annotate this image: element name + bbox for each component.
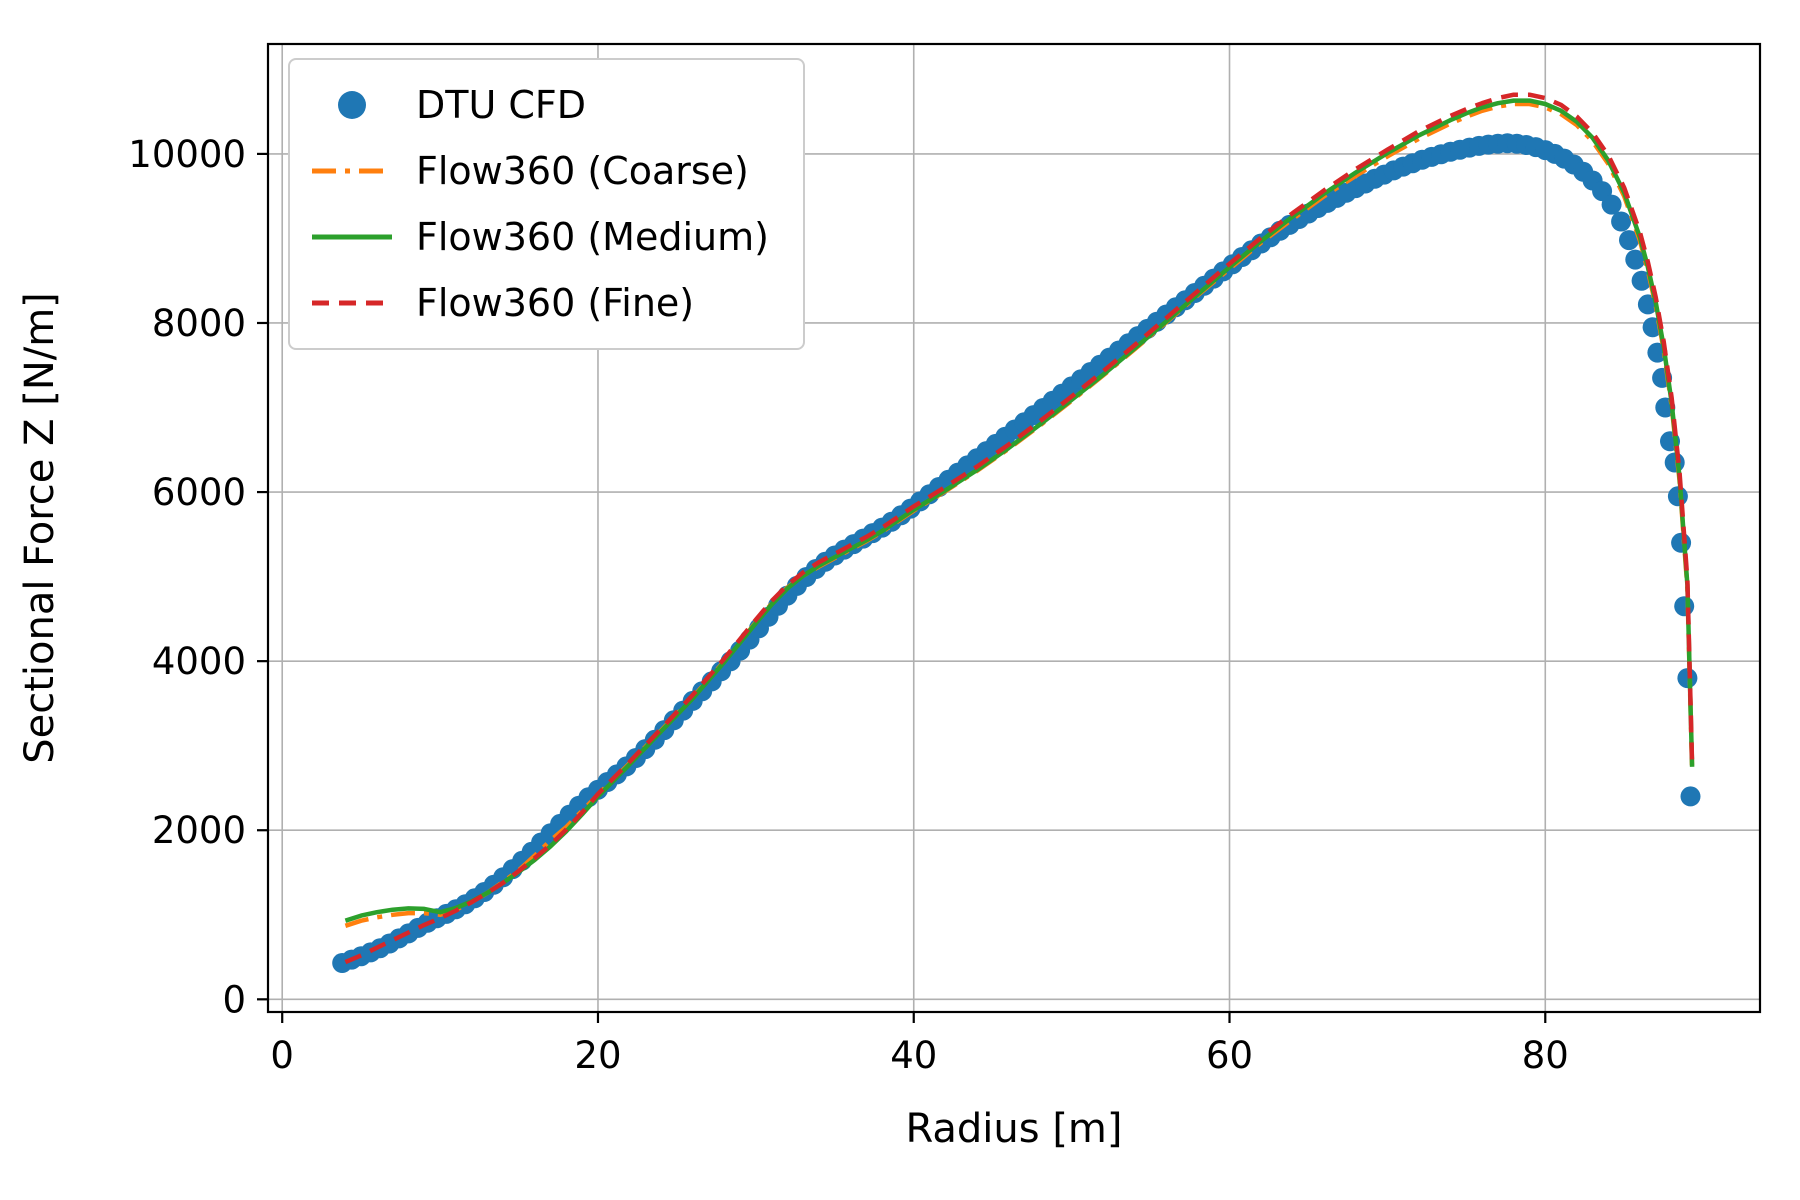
legend: DTU CFD Flow360 (Coarse) Flow360 (Medium) F… [288, 58, 805, 350]
scatter-point-dtu-cfd [1667, 486, 1688, 507]
legend-label: Flow360 (Fine) [416, 281, 695, 325]
legend-label: DTU CFD [416, 83, 587, 127]
scatter-point-dtu-cfd [1671, 532, 1692, 553]
scatter-point-dtu-cfd [1674, 596, 1695, 617]
y-tick-label: 6000 [152, 471, 246, 514]
legend-marker-flow360-fine [312, 300, 392, 306]
y-tick-label: 0 [222, 978, 246, 1021]
x-tick-label: 80 [1522, 1034, 1569, 1077]
scatter-point-dtu-cfd [1680, 786, 1701, 807]
scatter-point-dtu-cfd [1625, 249, 1646, 270]
scatter-point-dtu-cfd [1619, 230, 1639, 251]
y-tick-label: 2000 [152, 809, 246, 852]
y-tick-label: 8000 [152, 302, 246, 345]
legend-marker-flow360-medium [312, 234, 392, 240]
y-tick-label: 10000 [128, 133, 246, 176]
plot-border [266, 42, 1762, 1014]
x-tick-label: 0 [270, 1034, 294, 1077]
scatter-point-dtu-cfd [1631, 270, 1652, 291]
line-flow360-fine [344, 92, 1695, 965]
legend-entry-dtu-cfd: DTU CFD [310, 74, 769, 136]
legend-marker-flow360-coarse [312, 168, 392, 174]
legend-entry-flow360-fine: Flow360 (Fine) [310, 272, 769, 334]
legend-marker-dtu-cfd [338, 91, 366, 119]
legend-label: Flow360 (Coarse) [416, 149, 749, 193]
legend-entry-flow360-coarse: Flow360 (Coarse) [310, 140, 769, 202]
legend-label: Flow360 (Medium) [416, 215, 769, 259]
scatter-point-dtu-cfd [1664, 452, 1685, 473]
legend-entry-flow360-medium: Flow360 (Medium) [310, 206, 769, 268]
x-tick-label: 20 [574, 1034, 621, 1077]
scatter-point-dtu-cfd [1677, 668, 1698, 689]
line-flow360-coarse [344, 101, 1695, 928]
legend-dot-icon [338, 91, 366, 119]
scatter-point-dtu-cfd [1601, 194, 1622, 215]
x-tick-label: 40 [890, 1034, 937, 1077]
y-axis-label: Sectional Force Z [N/m] [17, 292, 63, 764]
scatter-point-dtu-cfd [1611, 211, 1632, 232]
y-tick-label: 4000 [152, 640, 246, 683]
x-axis-label: Radius [m] [905, 1106, 1123, 1152]
x-tick-label: 60 [1206, 1034, 1253, 1077]
